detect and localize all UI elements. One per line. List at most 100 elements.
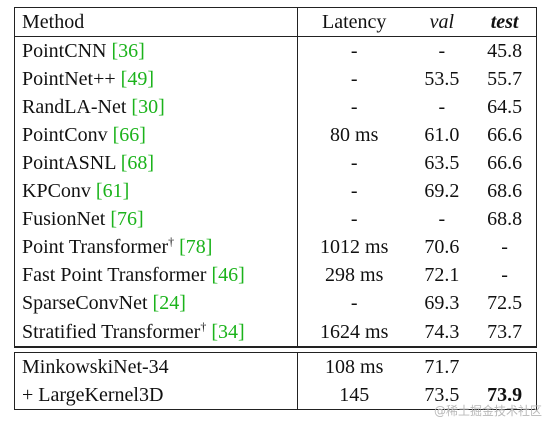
citation-ref: [66] — [112, 123, 146, 146]
method-cell: KPConv [61] — [15, 180, 297, 203]
header-row: Method Latency val test — [15, 8, 536, 37]
test-cell: 45.8 — [487, 39, 523, 62]
latency-cell: 1624 ms — [296, 318, 411, 347]
method-name: SparseConvNet — [22, 292, 153, 315]
latency-cell: - — [296, 205, 411, 234]
val-cell: 63.5 — [424, 152, 460, 175]
ours-row: MinkowskiNet-34 108 ms 71.7 — [15, 353, 536, 382]
val-cell: 74.3 — [424, 320, 460, 343]
watermark: @稀土掘金技术社区 — [433, 404, 542, 418]
results-table: Method Latency val test PointCNN [36] - -4… — [14, 7, 537, 411]
val-cell: - — [438, 95, 446, 118]
method-cell: PointConv [66] — [15, 124, 297, 147]
latency-cell: - — [296, 37, 411, 66]
test-cell: 64.5 — [487, 95, 523, 118]
ours-body: MinkowskiNet-34 108 ms 71.7 + LargeKernel3D… — [15, 353, 536, 410]
test-cell: 73.7 — [487, 320, 523, 343]
citation-ref: [36] — [111, 39, 145, 62]
citation-ref: [78] — [179, 236, 213, 259]
header-divider — [15, 36, 536, 38]
table-row: FusionNet [76] - -68.8 — [15, 205, 536, 234]
latency-cell: - — [296, 65, 411, 94]
method-cell: RandLA-Net [30] — [15, 96, 297, 119]
method-name: Stratified Transformer — [22, 320, 201, 343]
method-cell: MinkowskiNet-34 — [22, 355, 169, 378]
method-name: PointASNL — [22, 152, 121, 175]
val-cell: 73.5 — [424, 383, 460, 406]
header-latency: Latency — [296, 8, 411, 37]
method-cell: + LargeKernel3D — [22, 383, 164, 406]
section-gap — [14, 347, 537, 352]
citation-ref: [61] — [95, 180, 130, 203]
test-cell: - — [501, 236, 508, 259]
latency-cell: 80 ms — [296, 121, 411, 150]
method-cell: Point Transformer† [78] — [15, 236, 297, 259]
citation-ref: [49] — [120, 67, 154, 90]
method-cell: Stratified Transformer† [34] — [15, 318, 297, 344]
val-cell: 69.3 — [424, 292, 460, 315]
method-name: FusionNet — [22, 208, 111, 231]
val-cell: - — [438, 208, 446, 231]
method-cell: SparseConvNet [24] — [15, 292, 297, 315]
dagger-mark: † — [168, 234, 175, 249]
val-cell: 53.5 — [424, 67, 460, 90]
test-cell: 66.6 — [487, 152, 523, 175]
citation-ref: [34] — [211, 320, 245, 343]
latency-cell: - — [296, 93, 411, 122]
val-cell: - — [438, 39, 446, 62]
header-method: Method — [22, 10, 85, 33]
test-cell: - — [501, 264, 508, 287]
test-cell: 72.5 — [487, 292, 523, 315]
method-cell: PointNet++ [49] — [15, 68, 297, 91]
test-cell: 68.6 — [487, 180, 523, 203]
citation-ref: [68] — [120, 152, 155, 175]
method-cell: PointCNN [36] — [15, 40, 297, 63]
citation-ref: [24] — [152, 292, 186, 315]
method-name: PointCNN — [22, 39, 112, 62]
header-val: val — [429, 10, 455, 33]
method-name: PointNet++ — [22, 67, 121, 90]
latency-cell: - — [296, 149, 411, 178]
table-row: PointASNL [68] -63.5 66.6 — [15, 149, 536, 178]
table-row: PointNet++ [49] -53.5 55.7 — [15, 65, 536, 94]
latency-cell: 298 ms — [296, 261, 411, 290]
citation-ref: [76] — [110, 208, 144, 231]
test-cell: 66.6 — [487, 123, 523, 146]
table-row: KPConv [61] -69.2 68.6 — [15, 177, 536, 206]
latency-cell: - — [296, 289, 411, 319]
val-cell: 69.2 — [424, 180, 460, 203]
ours-row: + LargeKernel3D 145 73.5 73.9 — [15, 381, 536, 410]
table-body: PointCNN [36] - -45.8 PointNet++ [49] -53.5 5… — [15, 37, 536, 347]
method-name: RandLA-Net — [22, 95, 132, 118]
table-main-block: Method Latency val test PointCNN [36] - -4… — [14, 7, 537, 348]
test-cell: 73.9 — [487, 383, 523, 406]
method-cell: Fast Point Transformer [46] — [15, 264, 297, 287]
table-row: PointConv [66] 80 ms 61.0 66.6 — [15, 121, 536, 150]
test-cell: 55.7 — [487, 67, 523, 90]
table-row: PointCNN [36] - -45.8 — [15, 37, 536, 66]
method-cell: FusionNet [76] — [15, 208, 297, 231]
method-name: KPConv — [22, 180, 96, 203]
latency-cell: 108 ms — [296, 353, 411, 382]
method-name: Point Transformer — [22, 236, 169, 259]
table-row: Stratified Transformer† [34] 1624 ms 74.3 7… — [15, 318, 536, 347]
table-row: Fast Point Transformer [46] 298 ms 72.1- — [15, 261, 536, 290]
citation-ref: [30] — [131, 95, 165, 118]
val-cell: 72.1 — [424, 264, 460, 287]
table-row: RandLA-Net [30] - -64.5 — [15, 93, 536, 122]
dagger-mark: † — [200, 318, 207, 333]
test-cell: 68.8 — [487, 208, 523, 231]
val-cell: 70.6 — [424, 236, 460, 259]
method-name: PointConv — [22, 123, 113, 146]
latency-cell: 1012 ms — [296, 233, 411, 262]
val-cell: 71.7 — [424, 355, 460, 378]
method-cell: PointASNL [68] — [15, 152, 297, 175]
method-name: Fast Point Transformer — [22, 264, 212, 287]
table-ours-block: MinkowskiNet-34 108 ms 71.7 + LargeKernel3D… — [14, 352, 537, 411]
val-cell: 61.0 — [424, 123, 460, 146]
table-row: SparseConvNet [24] -69.3 72.5 — [15, 289, 536, 319]
citation-ref: [46] — [211, 264, 245, 287]
header-test: test — [490, 10, 519, 33]
latency-cell: 145 — [296, 381, 411, 410]
table-row: Point Transformer† [78] 1012 ms 70.6- — [15, 233, 536, 262]
